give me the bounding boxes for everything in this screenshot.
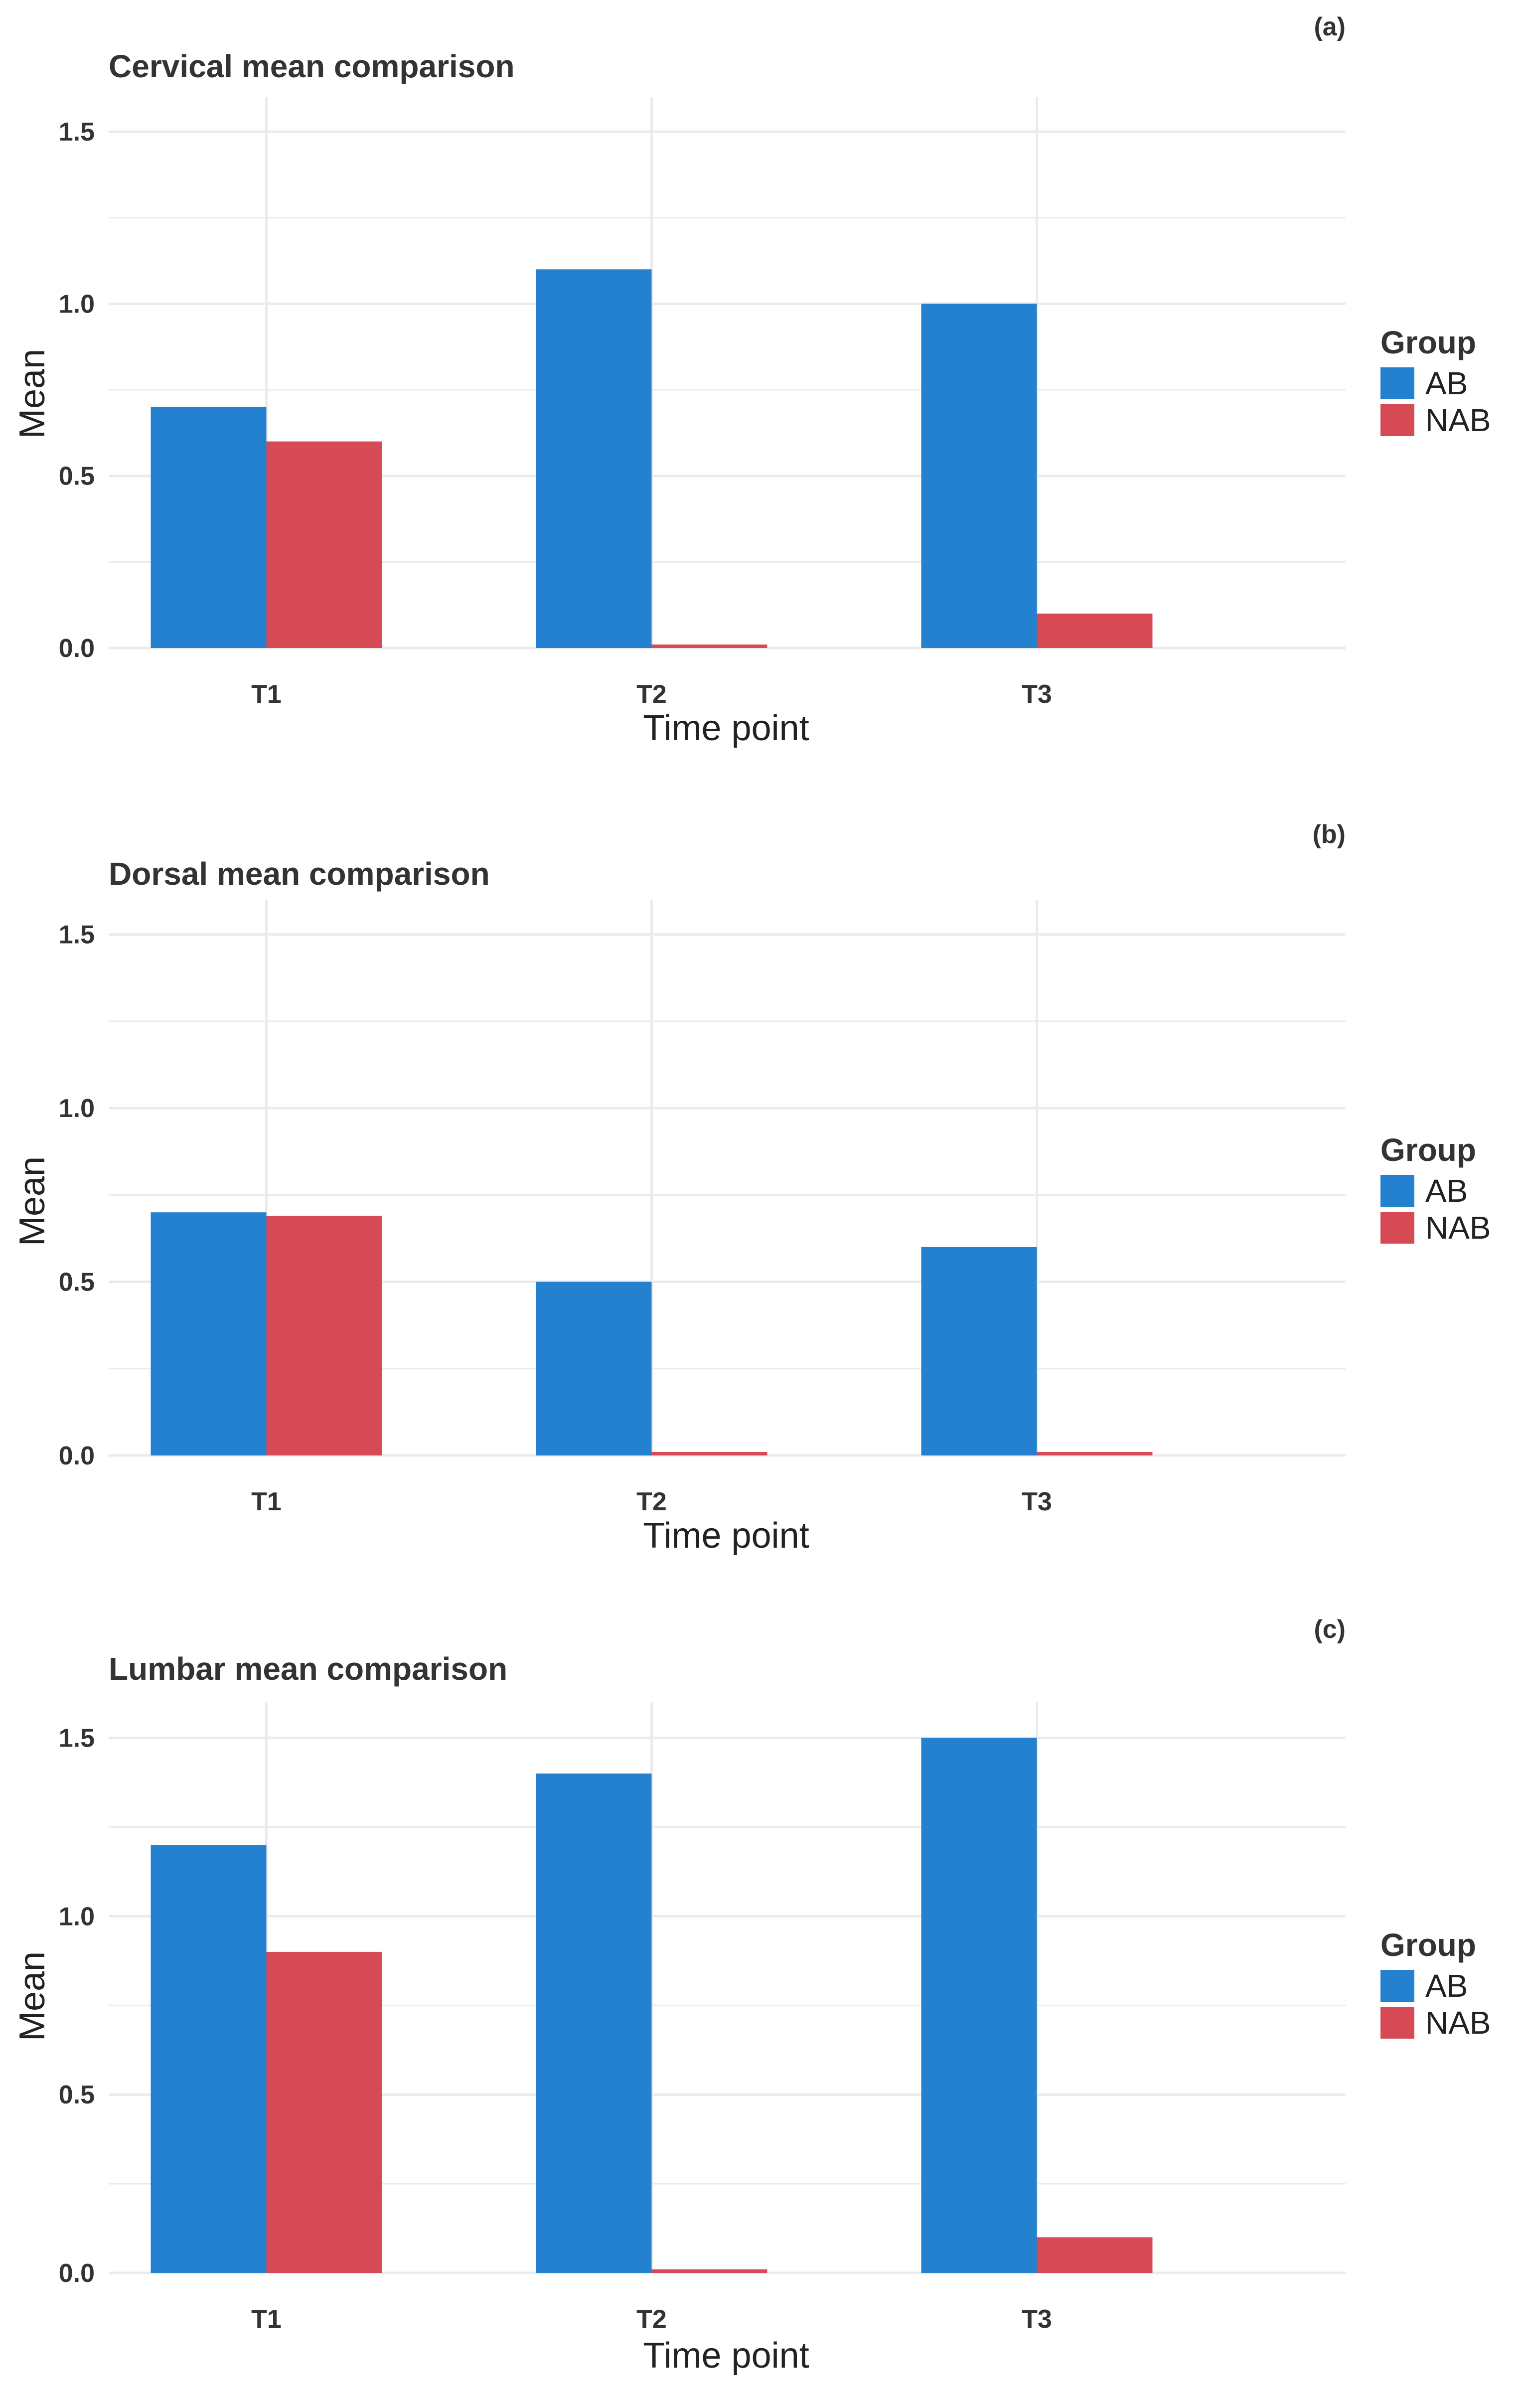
bar-nab-t3 [1037, 613, 1153, 648]
x-tick-label: T2 [636, 680, 667, 709]
legend-swatch-ab [1380, 367, 1414, 399]
chart-title: Lumbar mean comparison [109, 1651, 508, 1687]
bar-ab-t1 [151, 1845, 267, 2273]
x-axis-title: Time point [643, 708, 809, 748]
legend-swatch-nab [1380, 404, 1414, 436]
x-axis-title: Time point [643, 1516, 809, 1556]
legend-item-nab: NAB [1380, 402, 1491, 439]
bar-nab-t1 [266, 1951, 382, 2273]
panel-lumbar: (c) Lumbar mean comparison 0.0 0.5 1.0 1.5 T… [0, 1603, 1522, 2405]
panel-cervical: (a) Cervical mean comparison 0.0 0.5 1.0 1.… [0, 0, 1522, 803]
x-tick-label: T1 [251, 1487, 282, 1516]
legend-swatch-ab [1380, 1175, 1414, 1207]
legend-label-ab: AB [1425, 365, 1468, 401]
chart-title: Dorsal mean comparison [109, 856, 490, 892]
panel-dorsal: (b) Dorsal mean comparison 0.0 0.5 1.0 1.5 T… [0, 807, 1522, 1610]
legend-label-ab: AB [1425, 1173, 1468, 1209]
y-tick-label: 0.5 [59, 462, 95, 491]
y-axis-title: Mean [12, 1951, 52, 2041]
y-tick-label: 1.5 [59, 1724, 95, 1753]
legend-item-nab: NAB [1380, 1209, 1491, 1246]
x-tick-label: T1 [251, 2305, 282, 2334]
bar-chart: 0.0 0.5 1.0 1.5 T1 T2 T3 [59, 1702, 1346, 2334]
panel-label: (b) [1312, 820, 1346, 849]
x-tick-label: T2 [636, 2305, 667, 2334]
bar-nab-t2 [651, 644, 767, 648]
x-tick-label: T3 [1022, 2305, 1052, 2334]
panel-label: (c) [1314, 1615, 1346, 1644]
legend-label-nab: NAB [1425, 402, 1491, 438]
bar-nab-t3 [1037, 1452, 1153, 1455]
y-axis-title: Mean [12, 1156, 52, 1246]
legend-title: Group [1380, 1132, 1476, 1168]
legend-item-nab: NAB [1380, 2004, 1491, 2041]
bar-ab-t3 [921, 304, 1037, 648]
legend-swatch-ab [1380, 1970, 1414, 2002]
y-tick-label: 0.5 [59, 1268, 95, 1297]
panel-label: (a) [1314, 12, 1346, 41]
y-tick-label: 0.0 [59, 2259, 95, 2288]
legend-label-nab: NAB [1425, 2005, 1491, 2041]
bar-nab-t1 [266, 1216, 382, 1455]
y-tick-label: 1.0 [59, 1902, 95, 1931]
bar-chart: 0.0 0.5 1.0 1.5 T1 T2 T3 [59, 97, 1346, 709]
bar-nab-t1 [266, 441, 382, 648]
y-tick-label: 0.5 [59, 2081, 95, 2109]
bar-chart: 0.0 0.5 1.0 1.5 T1 T2 T3 [59, 900, 1346, 1516]
legend-label-nab: NAB [1425, 1210, 1491, 1246]
bar-nab-t3 [1037, 2237, 1153, 2273]
legend-item-ab: AB [1380, 1967, 1491, 2004]
bar-ab-t2 [536, 269, 652, 648]
y-axis-title: Mean [12, 348, 52, 439]
bar-ab-t2 [536, 1773, 652, 2273]
legend: Group AB NAB [1380, 1926, 1491, 2041]
y-tick-label: 1.0 [59, 290, 95, 319]
x-tick-label: T3 [1022, 1487, 1052, 1516]
legend: Group AB NAB [1380, 1131, 1491, 1246]
x-axis-title: Time point [643, 2336, 809, 2376]
legend-swatch-nab [1380, 1212, 1414, 1244]
x-tick-label: T1 [251, 680, 282, 709]
bar-ab-t2 [536, 1282, 652, 1455]
legend-title: Group [1380, 1927, 1476, 1963]
legend-item-ab: AB [1380, 365, 1491, 402]
bar-ab-t1 [151, 407, 267, 648]
y-tick-label: 1.5 [59, 118, 95, 147]
y-tick-label: 1.5 [59, 921, 95, 950]
bar-nab-t2 [651, 1452, 767, 1455]
legend-title: Group [1380, 324, 1476, 360]
y-tick-label: 0.0 [59, 634, 95, 663]
bar-ab-t3 [921, 1738, 1037, 2273]
y-tick-label: 0.0 [59, 1442, 95, 1470]
legend-swatch-nab [1380, 2007, 1414, 2039]
bar-ab-t1 [151, 1212, 267, 1455]
legend-label-ab: AB [1425, 1968, 1468, 2004]
chart-title: Cervical mean comparison [109, 48, 515, 84]
legend-item-ab: AB [1380, 1172, 1491, 1209]
bar-ab-t3 [921, 1247, 1037, 1455]
x-tick-label: T3 [1022, 680, 1052, 709]
y-tick-label: 1.0 [59, 1094, 95, 1123]
legend: Group AB NAB [1380, 324, 1491, 439]
x-tick-label: T2 [636, 1487, 667, 1516]
bar-nab-t2 [651, 2269, 767, 2273]
